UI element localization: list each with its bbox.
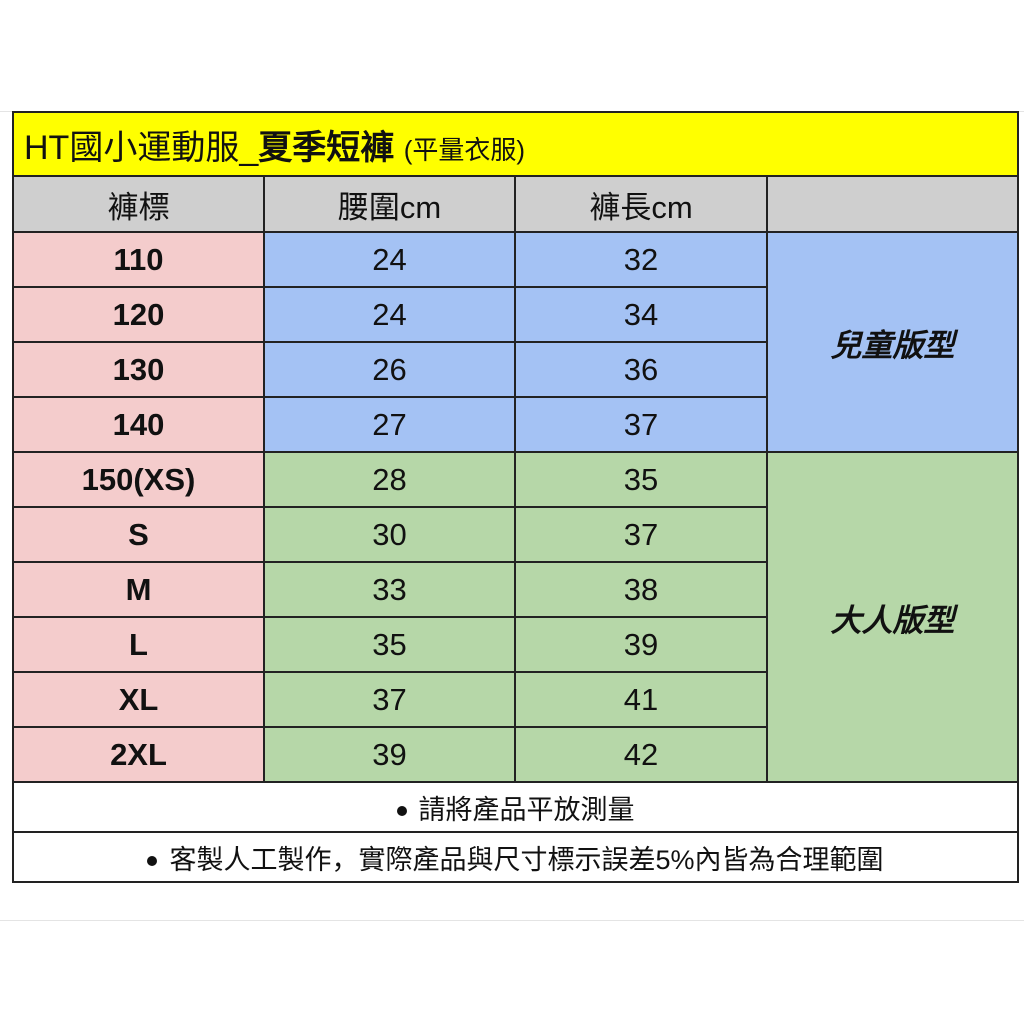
- size-cell[interactable]: 120: [12, 286, 265, 343]
- table-row: S 30 37: [12, 506, 1018, 563]
- sheet-gridline: [0, 920, 1024, 921]
- table-row: 120 24 34: [12, 286, 1018, 343]
- waist-cell[interactable]: 30: [263, 506, 516, 563]
- table-row: 130 26 36: [12, 341, 1018, 398]
- title-bold: 夏季短褲: [258, 128, 395, 167]
- header-size[interactable]: 褲標: [12, 175, 265, 233]
- group-adults[interactable]: 大人版型: [765, 451, 1020, 783]
- size-cell[interactable]: M: [12, 561, 265, 618]
- waist-cell[interactable]: 39: [263, 726, 516, 783]
- table-row: 110 24 32 兒童版型: [12, 231, 1020, 453]
- table-row: 2XL 39 42: [12, 726, 1018, 783]
- length-cell[interactable]: 34: [514, 286, 768, 343]
- note-cell[interactable]: 客製人工製作，實際產品與尺寸標示誤差5%內皆為合理範圍: [11, 831, 1020, 883]
- size-cell[interactable]: L: [12, 616, 265, 673]
- note-cell[interactable]: 請將產品平放測量: [11, 781, 1020, 833]
- length-cell[interactable]: 39: [514, 616, 768, 673]
- waist-cell[interactable]: 33: [263, 561, 516, 618]
- length-cell[interactable]: 37: [514, 506, 768, 563]
- size-chart-table: HT國小運動服_夏季短褲 (平量衣服) 褲標 腰圍cm 褲長cm 110 24 …: [11, 111, 1020, 883]
- length-cell[interactable]: 38: [514, 561, 768, 618]
- bullet-icon: [147, 856, 158, 867]
- size-cell[interactable]: 2XL: [12, 726, 265, 783]
- length-cell[interactable]: 37: [514, 396, 768, 453]
- bullet-icon: [396, 806, 407, 817]
- note-text: 客製人工製作，實際產品與尺寸標示誤差5%內皆為合理範圍: [169, 844, 884, 875]
- waist-cell[interactable]: 28: [263, 451, 516, 508]
- length-cell[interactable]: 36: [514, 341, 768, 398]
- size-cell[interactable]: XL: [12, 671, 265, 728]
- title-main: HT國小運動服_: [24, 128, 259, 167]
- waist-cell[interactable]: 27: [263, 396, 516, 453]
- waist-cell[interactable]: 24: [263, 231, 516, 288]
- size-cell[interactable]: 140: [12, 396, 265, 453]
- length-cell[interactable]: 35: [514, 451, 768, 508]
- note-text: 請將產品平放測量: [418, 794, 635, 825]
- waist-cell[interactable]: 37: [263, 671, 516, 728]
- table-row: XL 37 41: [12, 671, 1018, 728]
- title-sub: (平量衣服): [403, 134, 526, 165]
- title-cell[interactable]: HT國小運動服_夏季短褲 (平量衣服): [11, 111, 1020, 177]
- table-row: L 35 39: [12, 616, 1018, 673]
- size-cell[interactable]: 150(XS): [12, 451, 265, 508]
- waist-cell[interactable]: 24: [263, 286, 516, 343]
- table-row: 150(XS) 28 35 大人版型: [12, 451, 1020, 783]
- waist-cell[interactable]: 26: [263, 341, 516, 398]
- size-cell[interactable]: 110: [12, 231, 265, 288]
- length-cell[interactable]: 32: [514, 231, 768, 288]
- header-waist[interactable]: 腰圍cm: [263, 175, 516, 233]
- length-cell[interactable]: 41: [514, 671, 768, 728]
- waist-cell[interactable]: 35: [263, 616, 516, 673]
- size-cell[interactable]: 130: [12, 341, 265, 398]
- length-cell[interactable]: 42: [514, 726, 768, 783]
- table-row: 140 27 37: [12, 396, 1018, 453]
- header-length[interactable]: 褲長cm: [514, 175, 768, 233]
- size-cell[interactable]: S: [12, 506, 265, 563]
- group-kids[interactable]: 兒童版型: [765, 231, 1020, 453]
- table-row: M 33 38: [12, 561, 1018, 618]
- header-empty[interactable]: [765, 175, 1020, 233]
